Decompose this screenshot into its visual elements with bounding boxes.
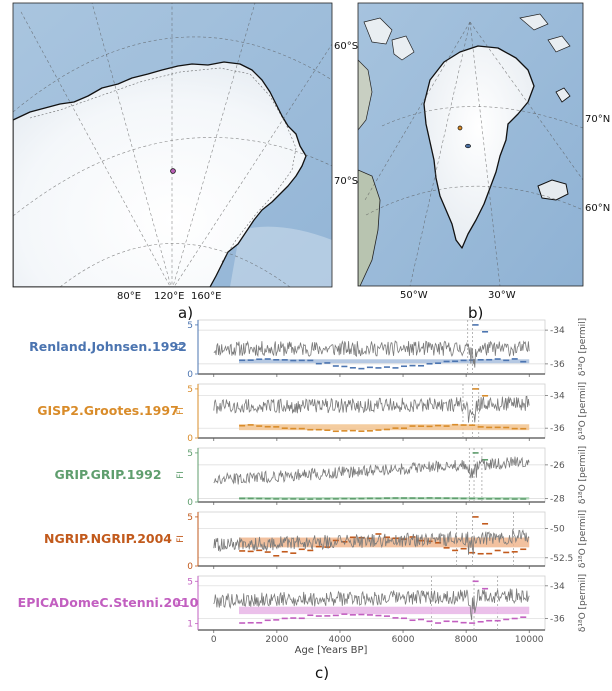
fi-significance-band <box>239 537 530 548</box>
fi-tick-label: 0 <box>187 498 193 508</box>
panel-label-b: b) <box>468 304 483 322</box>
lon-label-160e: 160°E <box>191 291 221 302</box>
d18o-tick-label: -52.5 <box>550 554 573 564</box>
x-tick-label: 8000 <box>455 635 478 645</box>
d18o-tick-label: -36 <box>550 615 565 625</box>
x-tick-label: 4000 <box>329 635 352 645</box>
d18o-axis-label: δ¹⁸O [permil] <box>578 318 588 376</box>
d18o-axis-label: δ¹⁸O [permil] <box>578 382 588 440</box>
antarctica-landmass <box>13 61 307 287</box>
lat-label-70s: 70°S <box>334 176 358 187</box>
panel-frame <box>197 319 546 375</box>
fi-tick-label: 0 <box>187 370 193 380</box>
record-name: Renland.Johnsen.1992 <box>29 339 187 354</box>
record-name: EPICADomeC.Stenni.2010 <box>18 595 199 610</box>
greenland-landmass <box>423 45 535 249</box>
series-panel-GRIP.GRIP.1992: 0 5 FI -26 -28 δ¹⁸O [permil] GRIP.GRIP.1992 <box>54 446 588 508</box>
x-tick-label: 2000 <box>265 635 288 645</box>
antarctica-map: 60°S 70°S 80°E 120°E 160°E a) <box>12 2 358 322</box>
d18o-tick-label: -34 <box>550 582 565 592</box>
fi-axis-label: FI <box>176 535 186 543</box>
d18o-tick-label: -34 <box>550 326 565 336</box>
fi-tick-label: 5 <box>187 577 193 587</box>
x-tick-label: 0 <box>211 635 217 645</box>
fi-axis-label: FI <box>176 343 186 351</box>
site-marker-gisp2 <box>457 125 463 131</box>
series-panel-NGRIP.NGRIP.2004: 0 5 FI -50 -52.5 δ¹⁸O [permil] NGRIP.NGRIP.200… <box>44 510 588 572</box>
lon-label-120e: 120°E <box>154 291 184 302</box>
lat-label-70n: 70°N <box>585 114 610 125</box>
fi-axis-label: FI <box>176 599 186 607</box>
site-marker-edc <box>170 168 176 174</box>
series-panel-Renland.Johnsen.1992: 0 5 FI -34 -36 δ¹⁸O [permil] Renland.Johnsen.1… <box>29 318 588 380</box>
record-name: GRIP.GRIP.1992 <box>54 467 161 482</box>
lon-label-80e: 80°E <box>117 291 141 302</box>
d18o-series-line <box>213 588 530 621</box>
d18o-series-line <box>213 456 530 485</box>
panel-label-a: a) <box>178 304 193 322</box>
record-name: GISP2.Grootes.1997 <box>37 403 179 418</box>
fi-axis-label: FI <box>176 471 186 479</box>
lat-label-60n: 60°N <box>585 203 610 214</box>
d18o-tick-label: -50 <box>550 524 565 534</box>
greenland-map: 70°N 60°N 50°W 30°W b) <box>357 2 610 322</box>
lon-label-30w: 30°W <box>488 290 516 301</box>
series-panel-GISP2.Grootes.1997: 0 5 FI -34 -36 δ¹⁸O [permil] GISP2.Grootes.199… <box>37 382 588 444</box>
d18o-tick-label: -26 <box>550 461 565 471</box>
series-panel-EPICADomeC.Stenni.2010: 1 5 FI -34 -36 δ¹⁸O [permil] EPICADomeC.Stenni… <box>18 574 588 633</box>
x-tick-label: 10000 <box>515 635 544 645</box>
timeseries-panel: 0 5 FI -34 -36 δ¹⁸O [permil] Renland.Johnsen.1… <box>18 318 588 645</box>
d18o-series-line <box>213 528 530 555</box>
d18o-series-line <box>213 395 530 423</box>
fi-significance-band <box>239 359 530 364</box>
fi-tick-label: 0 <box>187 434 193 444</box>
d18o-tick-label: -36 <box>550 424 565 434</box>
lat-label-60s: 60°S <box>334 41 358 52</box>
panel-label-c: c) <box>315 664 329 682</box>
lon-label-50w: 50°W <box>400 290 428 301</box>
x-tick-label: 6000 <box>392 635 415 645</box>
site-marker-renland <box>465 143 471 149</box>
d18o-axis-label: δ¹⁸O [permil] <box>578 446 588 504</box>
d18o-tick-label: -36 <box>550 360 565 370</box>
fi-tick-label: 5 <box>187 385 193 395</box>
record-name: NGRIP.NGRIP.2004 <box>44 531 172 546</box>
fi-tick-label: 1 <box>187 620 193 630</box>
fi-axis-label: FI <box>176 407 186 415</box>
d18o-tick-label: -34 <box>550 391 565 401</box>
fi-tick-label: 5 <box>187 513 193 523</box>
fi-tick-label: 0 <box>187 562 193 572</box>
x-axis-label: Age [Years BP] <box>295 645 368 656</box>
d18o-series-line <box>213 340 530 368</box>
fi-significance-band <box>239 606 530 615</box>
fi-tick-label: 5 <box>187 321 193 331</box>
d18o-tick-label: -28 <box>550 495 565 505</box>
fi-significance-band <box>239 424 530 431</box>
d18o-axis-label: δ¹⁸O [permil] <box>578 574 588 632</box>
d18o-axis-label: δ¹⁸O [permil] <box>578 510 588 568</box>
fi-tick-label: 5 <box>187 449 193 459</box>
